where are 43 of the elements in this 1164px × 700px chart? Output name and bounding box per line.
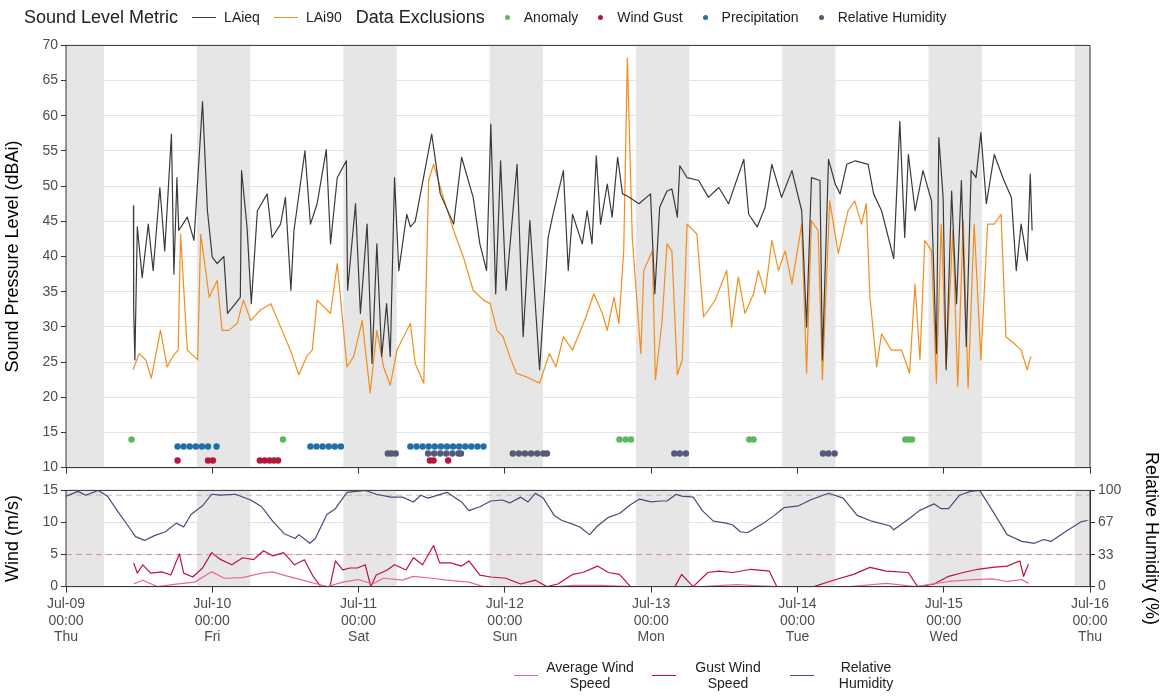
y2-tick-label: 67: [1098, 513, 1114, 530]
y-tick-label: 25: [42, 352, 59, 369]
y2-tick-label: 100: [1098, 481, 1122, 498]
y-tick-label: 40: [42, 247, 59, 264]
x-tick-label: Jul-16 00:00 Thu: [1070, 594, 1110, 645]
y-tick-label: 20: [42, 388, 59, 405]
y-tick-label: 30: [42, 317, 59, 334]
y-tick-label: 60: [42, 106, 59, 123]
x-tick-label: Jul-10 00:00 Fri: [193, 594, 232, 645]
y-tick-label: 15: [42, 423, 59, 440]
y-tick-label: 10: [42, 513, 59, 530]
y-tick-label: 5: [50, 545, 59, 562]
legend-label: Anomaly: [523, 9, 579, 25]
legend-label: Relative Humidity: [837, 659, 895, 691]
y-axis-title: Sound Pressure Level (dBAi): [1, 140, 22, 373]
y-tick-label: 0: [50, 577, 59, 594]
y-tick-label: 15: [42, 481, 59, 498]
y-axis-title: Wind (m/s): [1, 495, 22, 582]
y-tick-label: 35: [42, 282, 59, 299]
legend-label: Relative Humidity: [837, 9, 947, 25]
legend-label: Average Wind Speed: [546, 659, 634, 691]
x-tick-label: Jul-11 00:00 Sat: [340, 594, 378, 645]
y-tick-label: 50: [42, 176, 59, 193]
y-tick-label: 65: [42, 71, 59, 88]
x-tick-label: Jul-12 00:00 Sun: [485, 594, 525, 645]
legend-title: Sound Level Metric: [24, 6, 179, 28]
x-tick-label: Jul-09 00:00 Thu: [46, 594, 86, 645]
x-tick-label: Jul-15 00:00 Wed: [924, 594, 963, 645]
legend-label: LAi90: [305, 9, 342, 25]
y2-axis-title: Relative Humidity (%): [1142, 452, 1162, 626]
y-tick-label: 55: [42, 141, 59, 158]
x-tick-label: Jul-13 00:00 Mon: [632, 594, 671, 645]
y-tick-label: 70: [42, 36, 59, 53]
y2-tick-label: 0: [1098, 577, 1106, 594]
legend-label: Wind Gust: [617, 9, 683, 25]
text: Data Exclusions: [355, 6, 485, 28]
legend-label: LAieq: [224, 9, 260, 25]
y-tick-label: 45: [42, 212, 59, 229]
legend-label: Precipitation: [721, 9, 799, 25]
y-tick-label: 10: [42, 458, 59, 475]
x-tick-label: Jul-14 00:00 Tue: [778, 594, 817, 645]
y2-tick-label: 33: [1098, 545, 1114, 562]
legend-label: Gust Wind Speed: [694, 659, 762, 691]
